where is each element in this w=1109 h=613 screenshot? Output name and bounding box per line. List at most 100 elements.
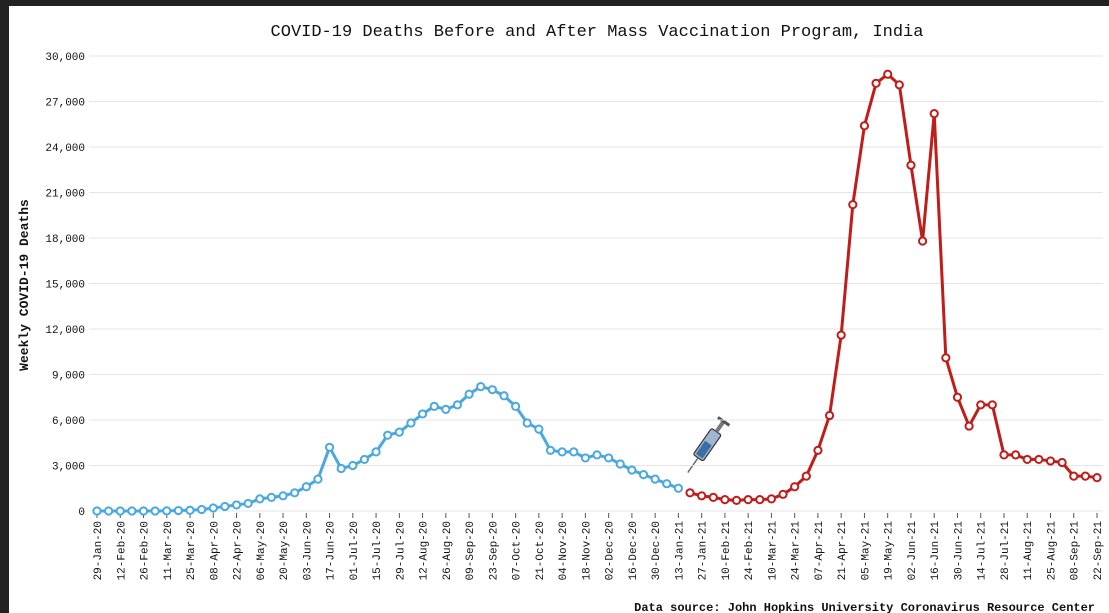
x-tick-label: 08-Apr-20 (209, 521, 221, 580)
y-tick-label: 6,000 (52, 416, 85, 428)
data-point (604, 453, 614, 463)
data-point (185, 505, 195, 515)
data-point (697, 491, 707, 501)
y-tick-label: 15,000 (45, 280, 85, 292)
data-point (534, 424, 544, 434)
x-tick-label: 10-Mar-21 (767, 521, 779, 581)
data-point (790, 482, 800, 492)
data-point (801, 471, 811, 481)
data-point (766, 494, 777, 504)
x-tick-label: 06-May-20 (256, 521, 268, 580)
data-point (708, 492, 718, 502)
data-point (615, 459, 625, 469)
x-tick-label: 02-Dec-20 (605, 521, 617, 580)
x-tick-label: 12-Aug-20 (419, 521, 431, 580)
x-tick-label: 07-Apr-21 (814, 521, 826, 581)
x-tick-label: 29-Jan-20 (93, 521, 105, 580)
data-point (115, 506, 125, 516)
y-tick-label: 0 (78, 507, 85, 519)
x-tick-label: 18-Nov-20 (581, 521, 593, 580)
x-tick-label: 16-Jun-21 (930, 521, 942, 581)
data-point (952, 392, 963, 402)
x-tick-label: 17-Jun-20 (326, 521, 338, 580)
data-point (173, 505, 183, 516)
x-tick-label: 13-Jan-21 (674, 521, 686, 581)
data-point (208, 503, 218, 513)
data-point (662, 479, 672, 489)
data-point (301, 482, 311, 492)
data-point (231, 500, 242, 510)
data-point (406, 418, 416, 428)
data-point (290, 488, 300, 498)
data-point (929, 109, 939, 119)
data-point (511, 401, 521, 411)
data-point (348, 460, 358, 471)
data-point (941, 353, 951, 363)
data-point (848, 200, 858, 210)
data-point (720, 495, 730, 505)
data-point (906, 160, 916, 170)
y-tick-label: 9,000 (52, 371, 85, 383)
data-point (452, 400, 463, 410)
data-point (197, 504, 207, 515)
x-tick-label: 30-Jun-21 (953, 521, 965, 581)
x-tick-label: 14-Jul-21 (977, 521, 989, 581)
x-tick-label: 24-Mar-21 (791, 521, 803, 581)
data-point (336, 463, 346, 474)
data-point (92, 506, 102, 516)
data-point (162, 506, 172, 516)
data-point (859, 121, 870, 131)
data-point (627, 465, 637, 475)
data-point (104, 506, 114, 516)
y-axis-label: Weekly COVID-19 Deaths (17, 199, 32, 371)
data-point (964, 421, 974, 431)
data-point (755, 495, 765, 505)
data-point (243, 498, 253, 509)
data-point (1092, 473, 1102, 483)
data-point (383, 430, 393, 440)
y-tick-label: 24,000 (45, 143, 85, 155)
x-tick-label: 20-May-20 (279, 521, 291, 580)
data-point (522, 418, 532, 428)
data-point (138, 506, 149, 516)
data-point (569, 447, 579, 457)
x-tick-label: 21-Oct-20 (535, 521, 547, 580)
x-tick-label: 19-May-21 (884, 521, 896, 581)
data-point (150, 506, 160, 516)
x-tick-label: 30-Dec-20 (651, 521, 663, 580)
annotation: Data source: John Hopkins University Cor… (634, 601, 1095, 613)
data-point (1022, 454, 1032, 465)
data-point (476, 382, 486, 392)
x-tick-label: 09-Sep-20 (465, 521, 477, 580)
x-tick-label: 05-May-21 (860, 521, 872, 581)
x-tick-label: 01-Jul-20 (349, 521, 361, 580)
x-tick-label: 26-Aug-20 (442, 521, 454, 580)
x-tick-label: 23-Sep-20 (488, 521, 500, 580)
data-point (917, 236, 928, 246)
data-point (731, 495, 742, 505)
data-point (371, 447, 381, 457)
data-point (255, 494, 265, 504)
x-tick-label: 11-Mar-20 (163, 521, 175, 580)
top-border (0, 0, 1109, 6)
data-point (1069, 471, 1079, 481)
data-point (638, 470, 649, 480)
chart-title: COVID-19 Deaths Before and After Mass Va… (271, 23, 924, 42)
y-tick-label: 21,000 (45, 189, 85, 201)
x-tick-label: 21-Apr-21 (837, 521, 849, 581)
x-tick-label: 16-Dec-20 (628, 521, 640, 580)
data-point (1080, 471, 1090, 481)
data-point (743, 495, 753, 505)
data-point (1045, 456, 1056, 466)
data-point (813, 445, 823, 455)
x-tick-label: 26-Feb-20 (140, 521, 152, 580)
data-point (359, 454, 370, 465)
data-point (278, 491, 288, 501)
y-tick-label: 30,000 (45, 52, 85, 64)
data-point (429, 401, 439, 411)
data-point (976, 400, 986, 410)
data-point (324, 442, 335, 452)
data-point (987, 400, 997, 410)
data-point (220, 501, 230, 512)
